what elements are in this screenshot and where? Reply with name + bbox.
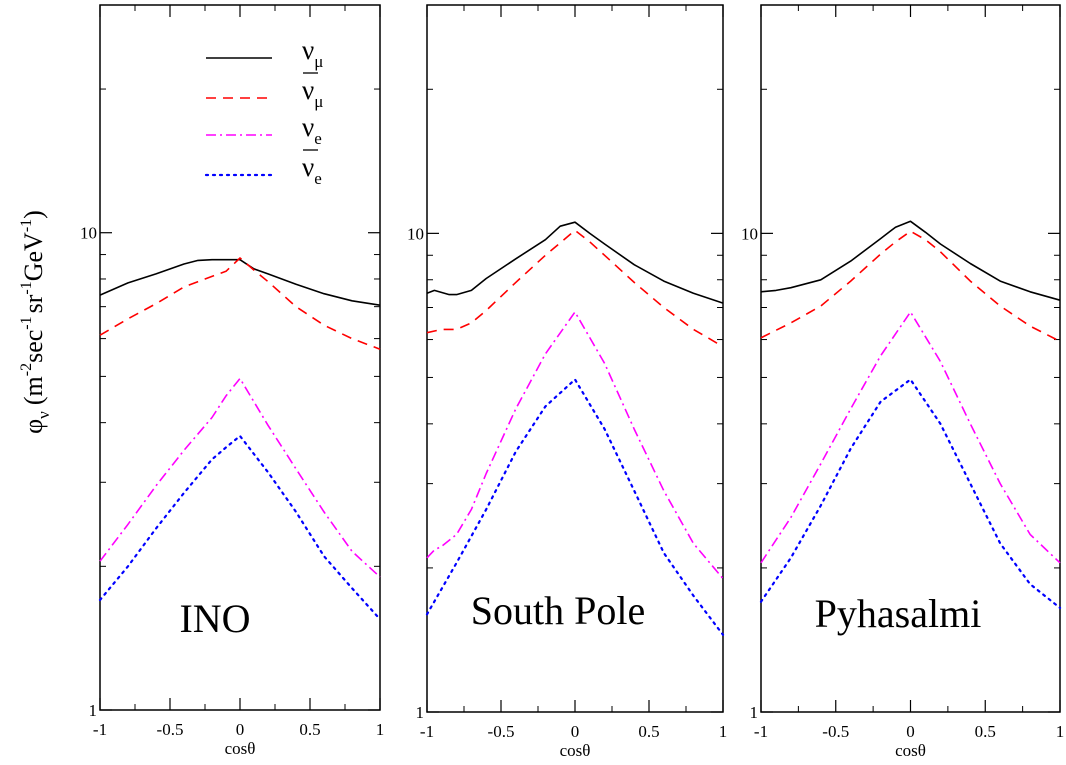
x-tick-label: 0 <box>236 720 245 739</box>
x-axis-label: cosθ <box>895 741 926 760</box>
x-tick-label: 0 <box>906 722 915 741</box>
x-axis-label: cosθ <box>225 739 256 758</box>
series-nu-e-bar-line <box>98 434 382 621</box>
y-tick-label: 1 <box>750 703 759 722</box>
legend-label: νμ <box>302 75 323 111</box>
series-nu-mu-bar-line <box>426 229 724 348</box>
series-nu-e-bar-line <box>425 378 725 636</box>
series-nu-e-bar-line <box>759 378 1062 610</box>
y-tick-label: 1 <box>89 701 98 720</box>
x-tick-label: 1 <box>1056 722 1065 741</box>
x-tick-label: 1 <box>376 720 385 739</box>
series-nu-mu-line <box>426 221 724 304</box>
y-tick-label: 1 <box>416 703 425 722</box>
series-nu-e-line <box>99 377 381 578</box>
x-tick-label: 1 <box>719 722 728 741</box>
x-tick-label: -1 <box>420 722 434 741</box>
detector-label: South Pole <box>471 588 645 633</box>
detector-label: Pyhasalmi <box>815 591 982 636</box>
x-tick-label: 0.5 <box>638 722 659 741</box>
legend-label: νe <box>302 152 322 188</box>
y-tick-label: 10 <box>80 224 97 243</box>
x-axis-label: cosθ <box>560 741 591 760</box>
x-tick-label: 0.5 <box>975 722 996 741</box>
x-tick-label: 0 <box>571 722 580 741</box>
series-nu-mu-bar-line <box>99 257 381 350</box>
x-tick-label: 0.5 <box>299 720 320 739</box>
series-nu-mu-line <box>99 258 381 306</box>
panel-1: -1 -0.5 0 0.5 1 1 10 cosθ INO <box>80 4 385 758</box>
x-tick-label: -1 <box>754 722 768 741</box>
legend-label: νμ <box>302 35 323 71</box>
x-tick-label: -0.5 <box>488 722 515 741</box>
y-axis-label: φν(m-2sec-1sr-1GeV-1) <box>18 210 53 434</box>
x-tick-label: -1 <box>93 720 107 739</box>
panel-3: -1 -0.5 0 0.5 1 1 10 cosθ Pyhasalmi <box>741 4 1065 760</box>
x-tick-label: -0.5 <box>157 720 184 739</box>
detector-label: INO <box>179 596 250 641</box>
y-tick-label: 10 <box>741 224 758 243</box>
series-nu-mu-line <box>760 220 1061 301</box>
series-nu-e-line <box>426 311 724 580</box>
panel-2: -1 -0.5 0 0.5 1 1 10 cosθ South Pole <box>407 4 728 760</box>
series-nu-e-line <box>760 311 1061 564</box>
y-tick-label: 10 <box>407 224 424 243</box>
x-tick-label: -0.5 <box>822 722 849 741</box>
legend-label: νe <box>302 112 322 148</box>
